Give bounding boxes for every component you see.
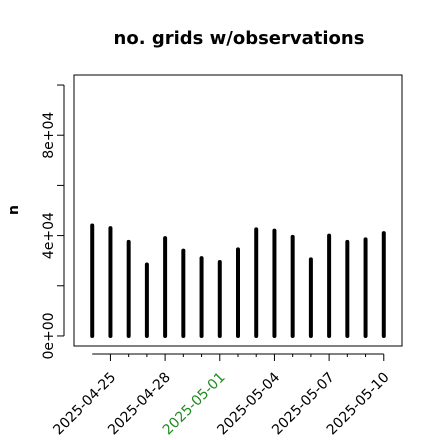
y-tick-label: 8e+04 <box>41 112 57 159</box>
x-axis: 2025-04-252025-04-282025-05-012025-05-04… <box>50 353 393 438</box>
y-tick-label: 0e+00 <box>41 312 57 359</box>
y-axis: 0e+00 4e+04 8e+04 <box>41 84 65 360</box>
y-tick-label: 4e+04 <box>41 212 57 259</box>
y-axis-label: n <box>6 205 22 215</box>
bars-layer <box>90 223 386 338</box>
chart-title: no. grids w/observations <box>114 28 365 49</box>
plot-area-frame <box>73 74 403 347</box>
